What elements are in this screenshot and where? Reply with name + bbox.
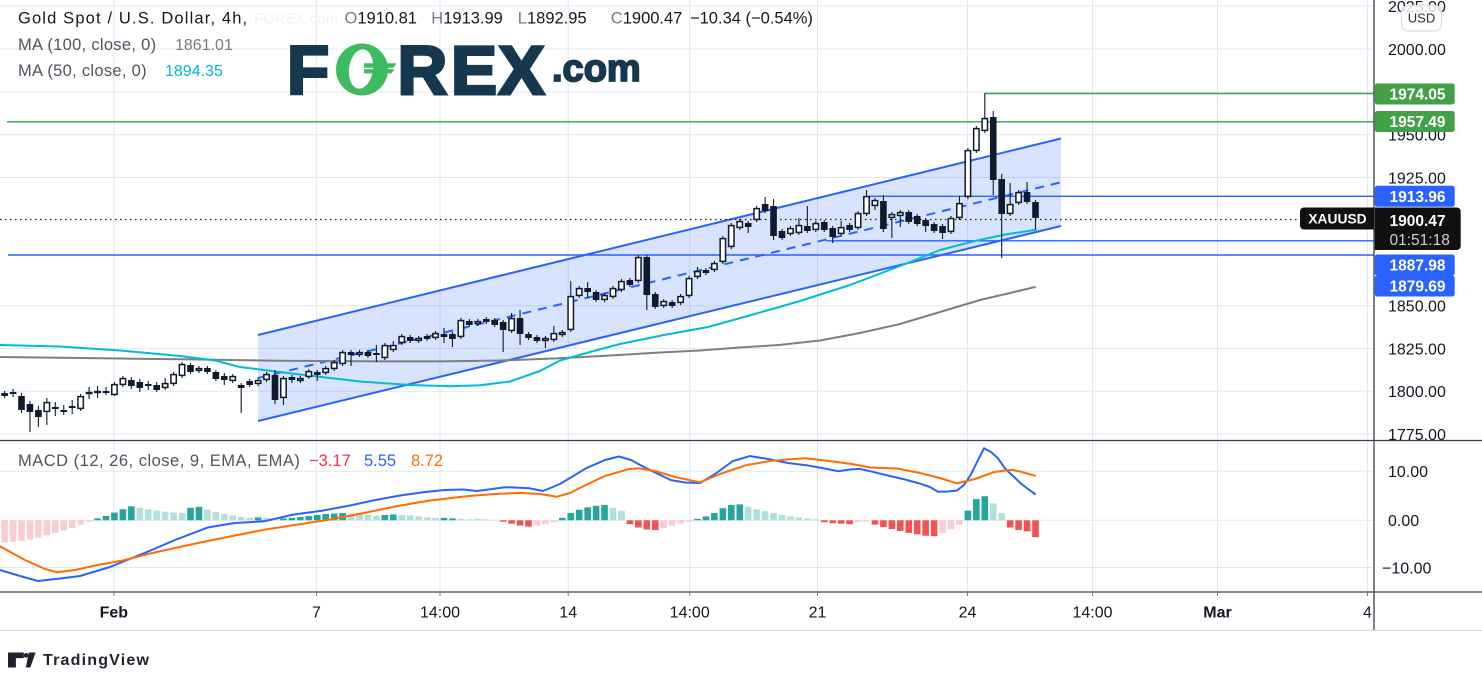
svg-text:5.55: 5.55 (364, 452, 396, 470)
svg-text:10.00: 10.00 (1388, 464, 1428, 481)
svg-text:1879.69: 1879.69 (1390, 279, 1446, 296)
svg-text:H1913.99: H1913.99 (431, 9, 503, 27)
svg-text:TradingView: TradingView (43, 652, 150, 669)
svg-text:Feb: Feb (100, 605, 129, 622)
svg-text:8.72: 8.72 (411, 452, 443, 470)
svg-text:1925.00: 1925.00 (1388, 170, 1446, 187)
svg-text:1800.00: 1800.00 (1388, 384, 1446, 401)
svg-text:C1900.47: C1900.47 (611, 9, 683, 27)
svg-text:1775.00: 1775.00 (1388, 427, 1446, 444)
svg-text:24: 24 (959, 605, 977, 622)
svg-text:−10.00: −10.00 (1382, 560, 1431, 577)
svg-text:1900.47: 1900.47 (1390, 213, 1446, 230)
svg-text:0.00: 0.00 (1388, 513, 1419, 530)
svg-text:−10.34 (−0.54%): −10.34 (−0.54%) (690, 9, 813, 27)
svg-text:14:00: 14:00 (670, 605, 710, 622)
svg-text:1957.49: 1957.49 (1390, 114, 1446, 131)
svg-text:1974.05: 1974.05 (1390, 87, 1446, 104)
svg-text:1861.01: 1861.01 (175, 37, 233, 54)
svg-text:01:51:18: 01:51:18 (1390, 232, 1450, 249)
svg-text:14:00: 14:00 (1072, 605, 1112, 622)
svg-text:Mar: Mar (1203, 605, 1231, 622)
svg-text:14: 14 (559, 605, 577, 622)
svg-text:1850.00: 1850.00 (1388, 299, 1446, 316)
svg-text:E: E (451, 32, 497, 109)
svg-text:FOREX.com: FOREX.com (254, 10, 338, 27)
svg-text:14:00: 14:00 (420, 605, 460, 622)
svg-text:Gold Spot / U.S. Dollar, 4h,: Gold Spot / U.S. Dollar, 4h, (18, 9, 248, 27)
svg-text:O1910.81: O1910.81 (345, 9, 418, 27)
svg-text:MA (50, close, 0): MA (50, close, 0) (18, 62, 147, 80)
svg-text:1913.96: 1913.96 (1390, 189, 1446, 206)
svg-text:1894.35: 1894.35 (165, 63, 223, 80)
svg-text:MACD (12, 26, close, 9, EMA, E: MACD (12, 26, close, 9, EMA, EMA) (18, 452, 300, 470)
svg-text:2000.00: 2000.00 (1388, 42, 1446, 59)
svg-text:21: 21 (809, 605, 827, 622)
svg-text:R: R (398, 32, 448, 109)
svg-text:1825.00: 1825.00 (1388, 341, 1446, 358)
svg-text:XAUUSD: XAUUSD (1308, 212, 1366, 227)
svg-text:USD: USD (1408, 11, 1435, 26)
svg-text:7: 7 (312, 605, 321, 622)
svg-text:4: 4 (1363, 605, 1372, 622)
svg-text:L1892.95: L1892.95 (518, 9, 587, 27)
svg-text:MA (100, close, 0): MA (100, close, 0) (18, 36, 156, 54)
svg-text:−3.17: −3.17 (309, 452, 351, 470)
svg-text:F: F (287, 32, 329, 109)
svg-text:X: X (499, 32, 545, 109)
svg-text:.com: .com (552, 48, 641, 90)
svg-text:1887.98: 1887.98 (1390, 258, 1446, 275)
